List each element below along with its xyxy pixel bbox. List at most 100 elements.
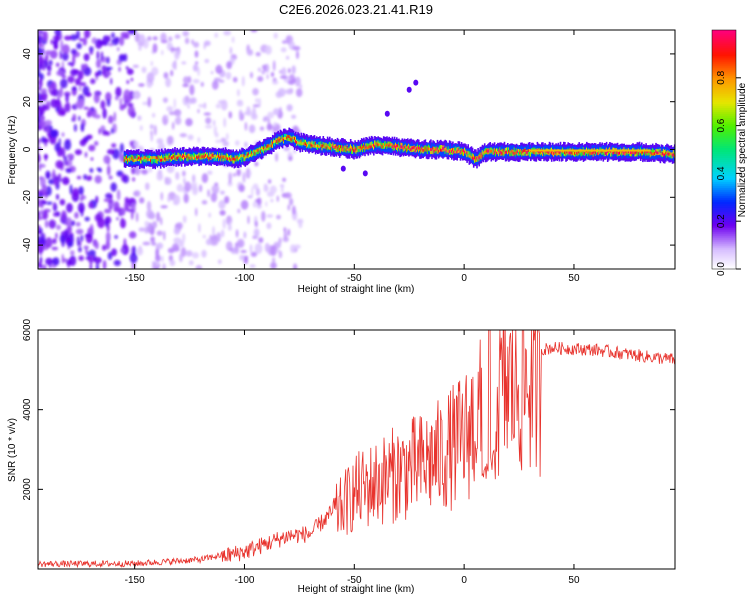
spectrogram-band-cell [252,152,254,156]
spectrogram-band-cell [645,150,647,156]
spectrogram-speckle-mark [225,71,232,80]
colorbar-strip [712,205,736,208]
spectrogram-speckle-mark [214,32,219,38]
spectrogram-band-cell [509,151,511,155]
spectrogram-speckle-mark [197,137,201,143]
spectrogram-speckle-mark [84,136,90,142]
spectrogram-band-cell [410,148,412,152]
spectrogram-speckle-mark [69,255,77,266]
spectrogram-band-cell [435,148,438,152]
spectrogram-speckle-mark [196,266,200,269]
spectrogram-speckle-mark [160,217,163,226]
spectrogram-band-cell [267,144,270,151]
spectrogram-speckle-mark [153,124,157,136]
spectrogram-speckle-mark [124,197,129,203]
spectrogram-speckle-mark [45,170,51,179]
spectrogram-speckle-mark [273,108,281,116]
spectrogram-speckle-mark [126,68,134,75]
spectrogram-speckle-mark [223,30,232,36]
spectrogram-band-cell [226,153,229,160]
spectrogram-band-cell [633,150,635,154]
spectrogram-speckle-mark [38,230,42,235]
colorbar-strip [712,65,736,69]
spectrogram-band-cell [620,151,622,155]
spectrogram-band-cell [615,151,618,155]
spectrogram-speckle-mark [228,111,232,119]
colorbar-strip [712,125,736,129]
spectrogram-speckle-mark [84,30,91,39]
spectrogram-speckle-mark [183,193,189,204]
spectrogram-speckle-mark [55,62,60,67]
spectrogram-band-cell [152,156,154,160]
spectrogram-speckle-mark [211,184,220,194]
spectrogram-speckle-mark [201,200,208,205]
spectrogram-band-cell [625,150,628,154]
spectrogram-speckle-mark [193,41,200,48]
spectrogram-band-cell [163,154,165,161]
spectrogram-band-cell [166,156,169,159]
spectrogram-band-cell [449,143,452,155]
spectrogram-band-cell [483,150,486,154]
spectrogram-speckle-mark [257,67,261,72]
spectrogram-speckle-mark [61,176,70,185]
spectrogram-band-cell [485,150,487,154]
spectrogram-band-cell [504,150,507,154]
spectrogram-band-cell [538,150,541,154]
spectrogram-band-cell [155,156,158,160]
spectrogram-band-cell [588,150,590,154]
spectrogram-speckle-mark [105,92,112,102]
spectrogram-speckle-mark [174,116,182,125]
spectrogram-speckle-mark [269,185,277,194]
spectrogram-band-cell [647,149,650,156]
spectrogram-band-cell [393,144,396,148]
spectrogram-speckle-mark [210,192,218,203]
spectrogram-band-cell [354,149,356,153]
spectrogram-band-cell [464,150,466,154]
spectrogram-band-cell [247,152,250,156]
spectrogram-band-cell [224,155,227,159]
spectrogram-speckle-mark [72,54,76,66]
spectrogram-band-cell [491,149,494,153]
spectrogram-speckle-mark [104,216,112,224]
spectrogram-band-cell [420,148,422,152]
spectrogram-band-cell [288,135,290,138]
spectrogram-band-cell [351,146,353,149]
spectrogram-band-cell [493,151,496,155]
spectrogram-speckle-mark [119,35,125,47]
spectrogram-speckle-mark [248,170,252,176]
spectrogram-speckle-mark [217,259,222,265]
spectrogram-band-cell [326,144,329,151]
spectrogram-x-tick-label: -150 [125,273,145,284]
spectrogram-band-cell [167,158,170,161]
spectrogram-band-cell [199,156,201,160]
spectrogram-band-cell [669,152,672,155]
spectrogram-speckle-mark [138,83,145,87]
colorbar-strip [712,107,736,111]
spectrogram-speckle-mark [156,242,164,250]
colorbar-strip [712,251,736,254]
spectrogram-speckle-mark [105,231,111,243]
spectrogram-band-cell [264,144,266,151]
spectrogram-band-cell [397,145,399,152]
snr-x-tick-label: 0 [461,575,467,586]
spectrogram-speckle-mark [66,153,75,159]
spectrogram-speckle-mark [167,196,171,203]
spectrogram-speckle-mark [120,248,124,253]
spectrogram-speckle-mark [289,198,294,206]
spectrogram-speckle-mark [138,45,142,51]
spectrogram-speckle-mark [138,34,146,45]
spectrogram-band-cell [397,144,399,147]
spectrogram-band-cell [523,149,525,156]
spectrogram-speckle-mark [145,182,150,191]
spectrogram-band-cell [323,145,326,149]
colorbar-strip [712,121,736,125]
spectrogram-speckle-mark [107,251,113,260]
colorbar-label: Normalized spectral amplitude [737,82,748,217]
spectrogram-band-cell [302,138,305,145]
spectrogram-band-cell [657,151,659,155]
spectrogram-band-cell [213,155,216,162]
spectrogram-speckle-mark [78,255,84,261]
spectrogram-band-cell [128,157,130,161]
colorbar-strip [712,247,736,250]
colorbar-frame [711,29,737,270]
